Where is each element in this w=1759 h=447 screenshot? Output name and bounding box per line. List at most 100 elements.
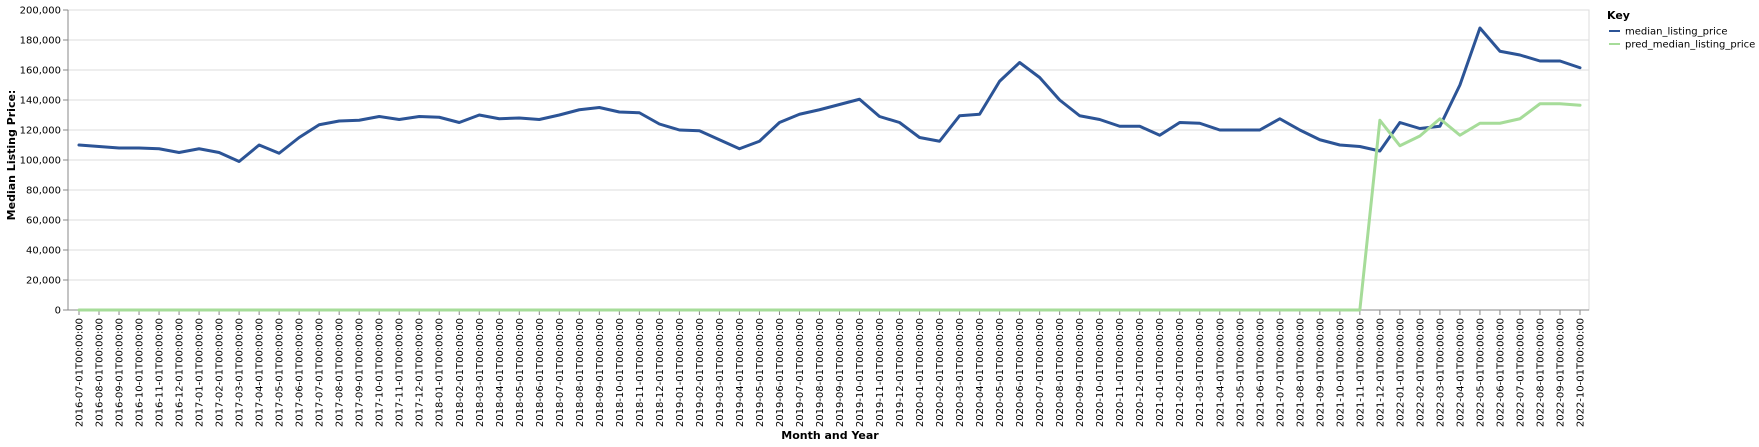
x-tick-label: 2018-02-01T00:00:00 (455, 318, 466, 427)
x-tick-label: 2018-11-01T00:00:00 (635, 318, 646, 427)
series-line-median_listing_price (77, 26, 1582, 163)
x-tick-label: 2020-04-01T00:00:00 (975, 318, 986, 427)
x-tick-label: 2021-02-01T00:00:00 (1175, 318, 1186, 427)
x-tick-label: 2019-10-01T00:00:00 (855, 318, 866, 427)
x-tick-label: 2017-08-01T00:00:00 (335, 318, 346, 427)
x-tick-label: 2020-09-01T00:00:00 (1075, 318, 1086, 427)
y-tick-label: 60,000 (26, 216, 61, 227)
x-tick-label: 2018-03-01T00:00:00 (475, 318, 486, 427)
x-tick-label: 2020-12-01T00:00:00 (1135, 318, 1146, 427)
x-tick-label: 2022-08-01T00:00:00 (1535, 318, 1546, 427)
y-axis: 0 20,000 40,000 60,000 80,000 100,000 120,000 1… (20, 6, 69, 317)
x-tick-label: 2022-07-01T00:00:00 (1515, 318, 1526, 427)
series-lines (77, 26, 1582, 312)
x-tick-label: 2018-05-01T00:00:00 (515, 318, 526, 427)
y-tick-label: 0 (55, 306, 61, 317)
x-tick-label: 2019-03-01T00:00:00 (715, 318, 726, 427)
x-tick-label: 2021-10-01T00:00:00 (1335, 318, 1346, 427)
x-tick-label: 2020-07-01T00:00:00 (1035, 318, 1046, 427)
x-tick-label: 2016-10-01T00:00:00 (135, 318, 146, 427)
y-tick-label: 100,000 (20, 156, 61, 167)
x-tick-label: 2020-01-01T00:00:00 (915, 318, 926, 427)
x-tick-label: 2019-07-01T00:00:00 (795, 318, 806, 427)
x-tick-label: 2018-09-01T00:00:00 (595, 318, 606, 427)
legend: Key median_listing_price pred_median_list… (1607, 9, 1755, 51)
x-tick-label: 2019-12-01T00:00:00 (895, 318, 906, 427)
x-tick-label: 2019-11-01T00:00:00 (875, 318, 886, 427)
x-tick-label: 2019-09-01T00:00:00 (835, 318, 846, 427)
y-tick-label: 20,000 (26, 276, 61, 287)
y-tick-label: 160,000 (20, 66, 61, 77)
x-tick-label: 2018-04-01T00:00:00 (495, 318, 506, 427)
y-tick-label: 80,000 (26, 186, 61, 197)
y-tick-label: 180,000 (20, 36, 61, 47)
x-tick-label: 2017-07-01T00:00:00 (315, 318, 326, 427)
x-tick-label: 2017-12-01T00:00:00 (415, 318, 426, 427)
x-tick-label: 2016-11-01T00:00:00 (155, 318, 166, 427)
x-tick-label: 2021-12-01T00:00:00 (1375, 318, 1386, 427)
x-tick-label: 2020-11-01T00:00:00 (1115, 318, 1126, 427)
y-tick-label: 40,000 (26, 246, 61, 257)
x-tick-label: 2021-01-01T00:00:00 (1155, 318, 1166, 427)
x-tick-label: 2017-11-01T00:00:00 (395, 318, 406, 427)
x-tick-label: 2022-01-01T00:00:00 (1395, 318, 1406, 427)
x-tick-label: 2019-01-01T00:00:00 (675, 318, 686, 427)
x-axis: 2016-07-01T00:00:00 2016-08-01T00:00:00 20… (68, 309, 1589, 427)
x-tick-label: 2016-12-01T00:00:00 (175, 318, 186, 427)
legend-title: Key (1607, 9, 1630, 22)
x-tick-label: 2019-05-01T00:00:00 (755, 318, 766, 427)
x-tick-label: 2021-05-01T00:00:00 (1235, 318, 1246, 427)
x-tick-label: 2018-07-01T00:00:00 (555, 318, 566, 427)
y-tick-label: 200,000 (20, 6, 61, 17)
x-tick-label: 2021-11-01T00:00:00 (1355, 318, 1366, 427)
x-tick-label: 2022-04-01T00:00:00 (1455, 318, 1466, 427)
x-tick-label: 2017-01-01T00:00:00 (195, 318, 206, 427)
x-tick-label: 2019-02-01T00:00:00 (695, 318, 706, 427)
x-tick-label: 2018-01-01T00:00:00 (435, 318, 446, 427)
x-tick-label: 2020-10-01T00:00:00 (1095, 318, 1106, 427)
x-tick-label: 2022-09-01T00:00:00 (1555, 318, 1566, 427)
x-tick-label: 2020-08-01T00:00:00 (1055, 318, 1066, 427)
x-tick-label: 2021-07-01T00:00:00 (1275, 318, 1286, 427)
x-tick-label: 2017-06-01T00:00:00 (295, 318, 306, 427)
x-tick-label: 2021-04-01T00:00:00 (1215, 318, 1226, 427)
x-tick-label: 2021-03-01T00:00:00 (1195, 318, 1206, 427)
x-tick-label: 2019-08-01T00:00:00 (815, 318, 826, 427)
x-tick-label: 2018-08-01T00:00:00 (575, 318, 586, 427)
x-tick-label: 2020-02-01T00:00:00 (935, 318, 946, 427)
x-tick-label: 2022-03-01T00:00:00 (1435, 318, 1446, 427)
x-tick-label: 2018-06-01T00:00:00 (535, 318, 546, 427)
x-tick-label: 2019-06-01T00:00:00 (775, 318, 786, 427)
x-axis-title: Month and Year (781, 429, 879, 442)
x-tick-label: 2021-06-01T00:00:00 (1255, 318, 1266, 427)
x-tick-label: 2020-06-01T00:00:00 (1015, 318, 1026, 427)
x-tick-label: 2016-07-01T00:00:00 (75, 318, 86, 427)
x-tick-label: 2018-12-01T00:00:00 (655, 318, 666, 427)
x-tick-label: 2018-10-01T00:00:00 (615, 318, 626, 427)
y-axis-title: Median Listing Price: (5, 90, 18, 221)
x-tick-label: 2016-08-01T00:00:00 (95, 318, 106, 427)
y-tick-label: 140,000 (20, 96, 61, 107)
x-tick-label: 2017-03-01T00:00:00 (235, 318, 246, 427)
x-tick-label: 2017-02-01T00:00:00 (215, 318, 226, 427)
legend-label: pred_median_listing_price (1625, 40, 1755, 51)
series-line-pred_median_listing_price (77, 102, 1582, 312)
x-tick-label: 2022-02-01T00:00:00 (1415, 318, 1426, 427)
x-tick-label: 2020-05-01T00:00:00 (995, 318, 1006, 427)
y-tick-label: 120,000 (20, 126, 61, 137)
x-tick-label: 2017-10-01T00:00:00 (375, 318, 386, 427)
legend-label: median_listing_price (1625, 27, 1728, 38)
x-tick-label: 2017-09-01T00:00:00 (355, 318, 366, 427)
x-tick-label: 2020-03-01T00:00:00 (955, 318, 966, 427)
x-tick-label: 2017-05-01T00:00:00 (275, 318, 286, 427)
x-tick-label: 2017-04-01T00:00:00 (255, 318, 266, 427)
x-tick-label: 2022-06-01T00:00:00 (1495, 318, 1506, 427)
x-tick-label: 2019-04-01T00:00:00 (735, 318, 746, 427)
x-tick-label: 2022-10-01T00:00:00 (1576, 318, 1587, 427)
x-tick-label: 2022-05-01T00:00:00 (1475, 318, 1486, 427)
x-tick-label: 2021-08-01T00:00:00 (1295, 318, 1306, 427)
gridlines (67, 9, 1590, 311)
x-tick-label: 2021-09-01T00:00:00 (1315, 318, 1326, 427)
x-tick-label: 2016-09-01T00:00:00 (115, 318, 126, 427)
